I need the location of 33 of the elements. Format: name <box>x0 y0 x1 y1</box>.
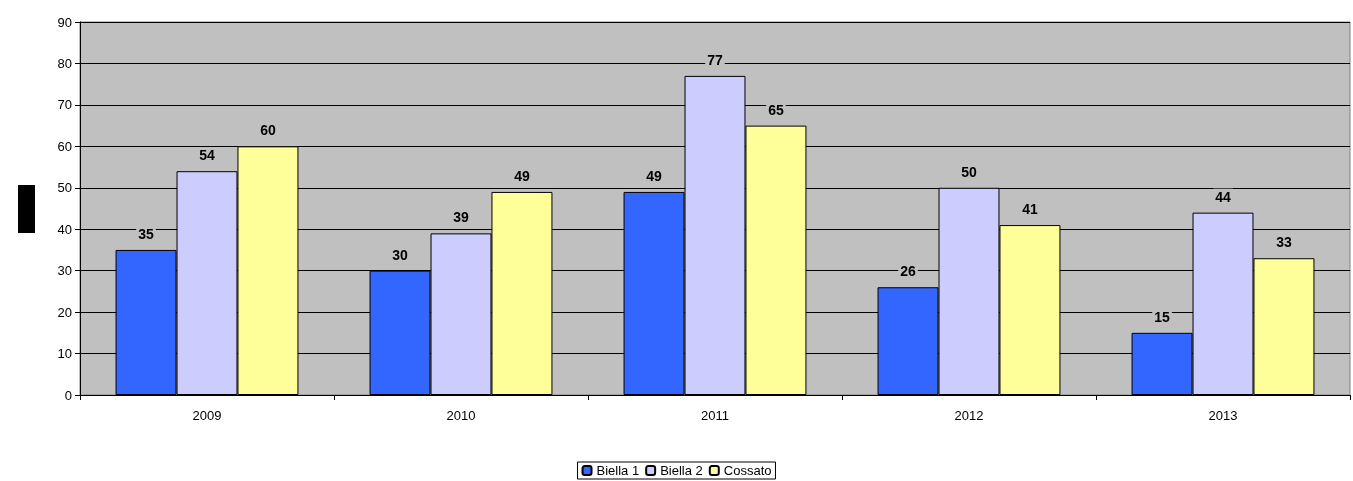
data-label: 26 <box>900 263 917 280</box>
data-label: 44 <box>1215 188 1231 205</box>
data-label: 50 <box>961 163 977 180</box>
data-label: 39 <box>453 209 469 226</box>
data-label: 15 <box>1154 308 1171 325</box>
legend-label: Cossato <box>723 463 772 478</box>
x-tick-label: 2011 <box>701 408 729 423</box>
y-tick-label: 70 <box>57 97 72 113</box>
x-tick-label: 2010 <box>446 408 476 423</box>
data-label: 65 <box>768 101 784 118</box>
x-tick-label: 2009 <box>192 408 222 423</box>
x-tick-label: 2013 <box>1208 408 1238 423</box>
y-tick-label: 20 <box>57 304 72 320</box>
data-label: 60 <box>260 122 276 139</box>
y-tick-label: 10 <box>57 346 72 362</box>
x-tick-label: 2012 <box>954 408 984 423</box>
data-label: 30 <box>392 246 409 263</box>
y-tick-label: 0 <box>64 387 72 403</box>
data-label: 49 <box>646 167 663 184</box>
legend-label: Biella 2 <box>660 463 703 478</box>
data-label: 49 <box>514 167 530 184</box>
y-tick-label: 80 <box>57 55 72 71</box>
y-tick-label: 30 <box>57 263 72 279</box>
data-label: 77 <box>707 51 723 68</box>
data-label: 35 <box>138 225 155 242</box>
data-label: 54 <box>199 147 215 164</box>
data-label: 41 <box>1022 201 1038 218</box>
y-tick-label: 50 <box>57 180 72 196</box>
y-tick-label: 40 <box>57 221 72 237</box>
y-tick-label: 90 <box>57 14 72 30</box>
legend-label: Biella 1 <box>596 463 640 478</box>
y-tick-label: 60 <box>57 138 72 154</box>
data-label: 33 <box>1276 234 1292 251</box>
